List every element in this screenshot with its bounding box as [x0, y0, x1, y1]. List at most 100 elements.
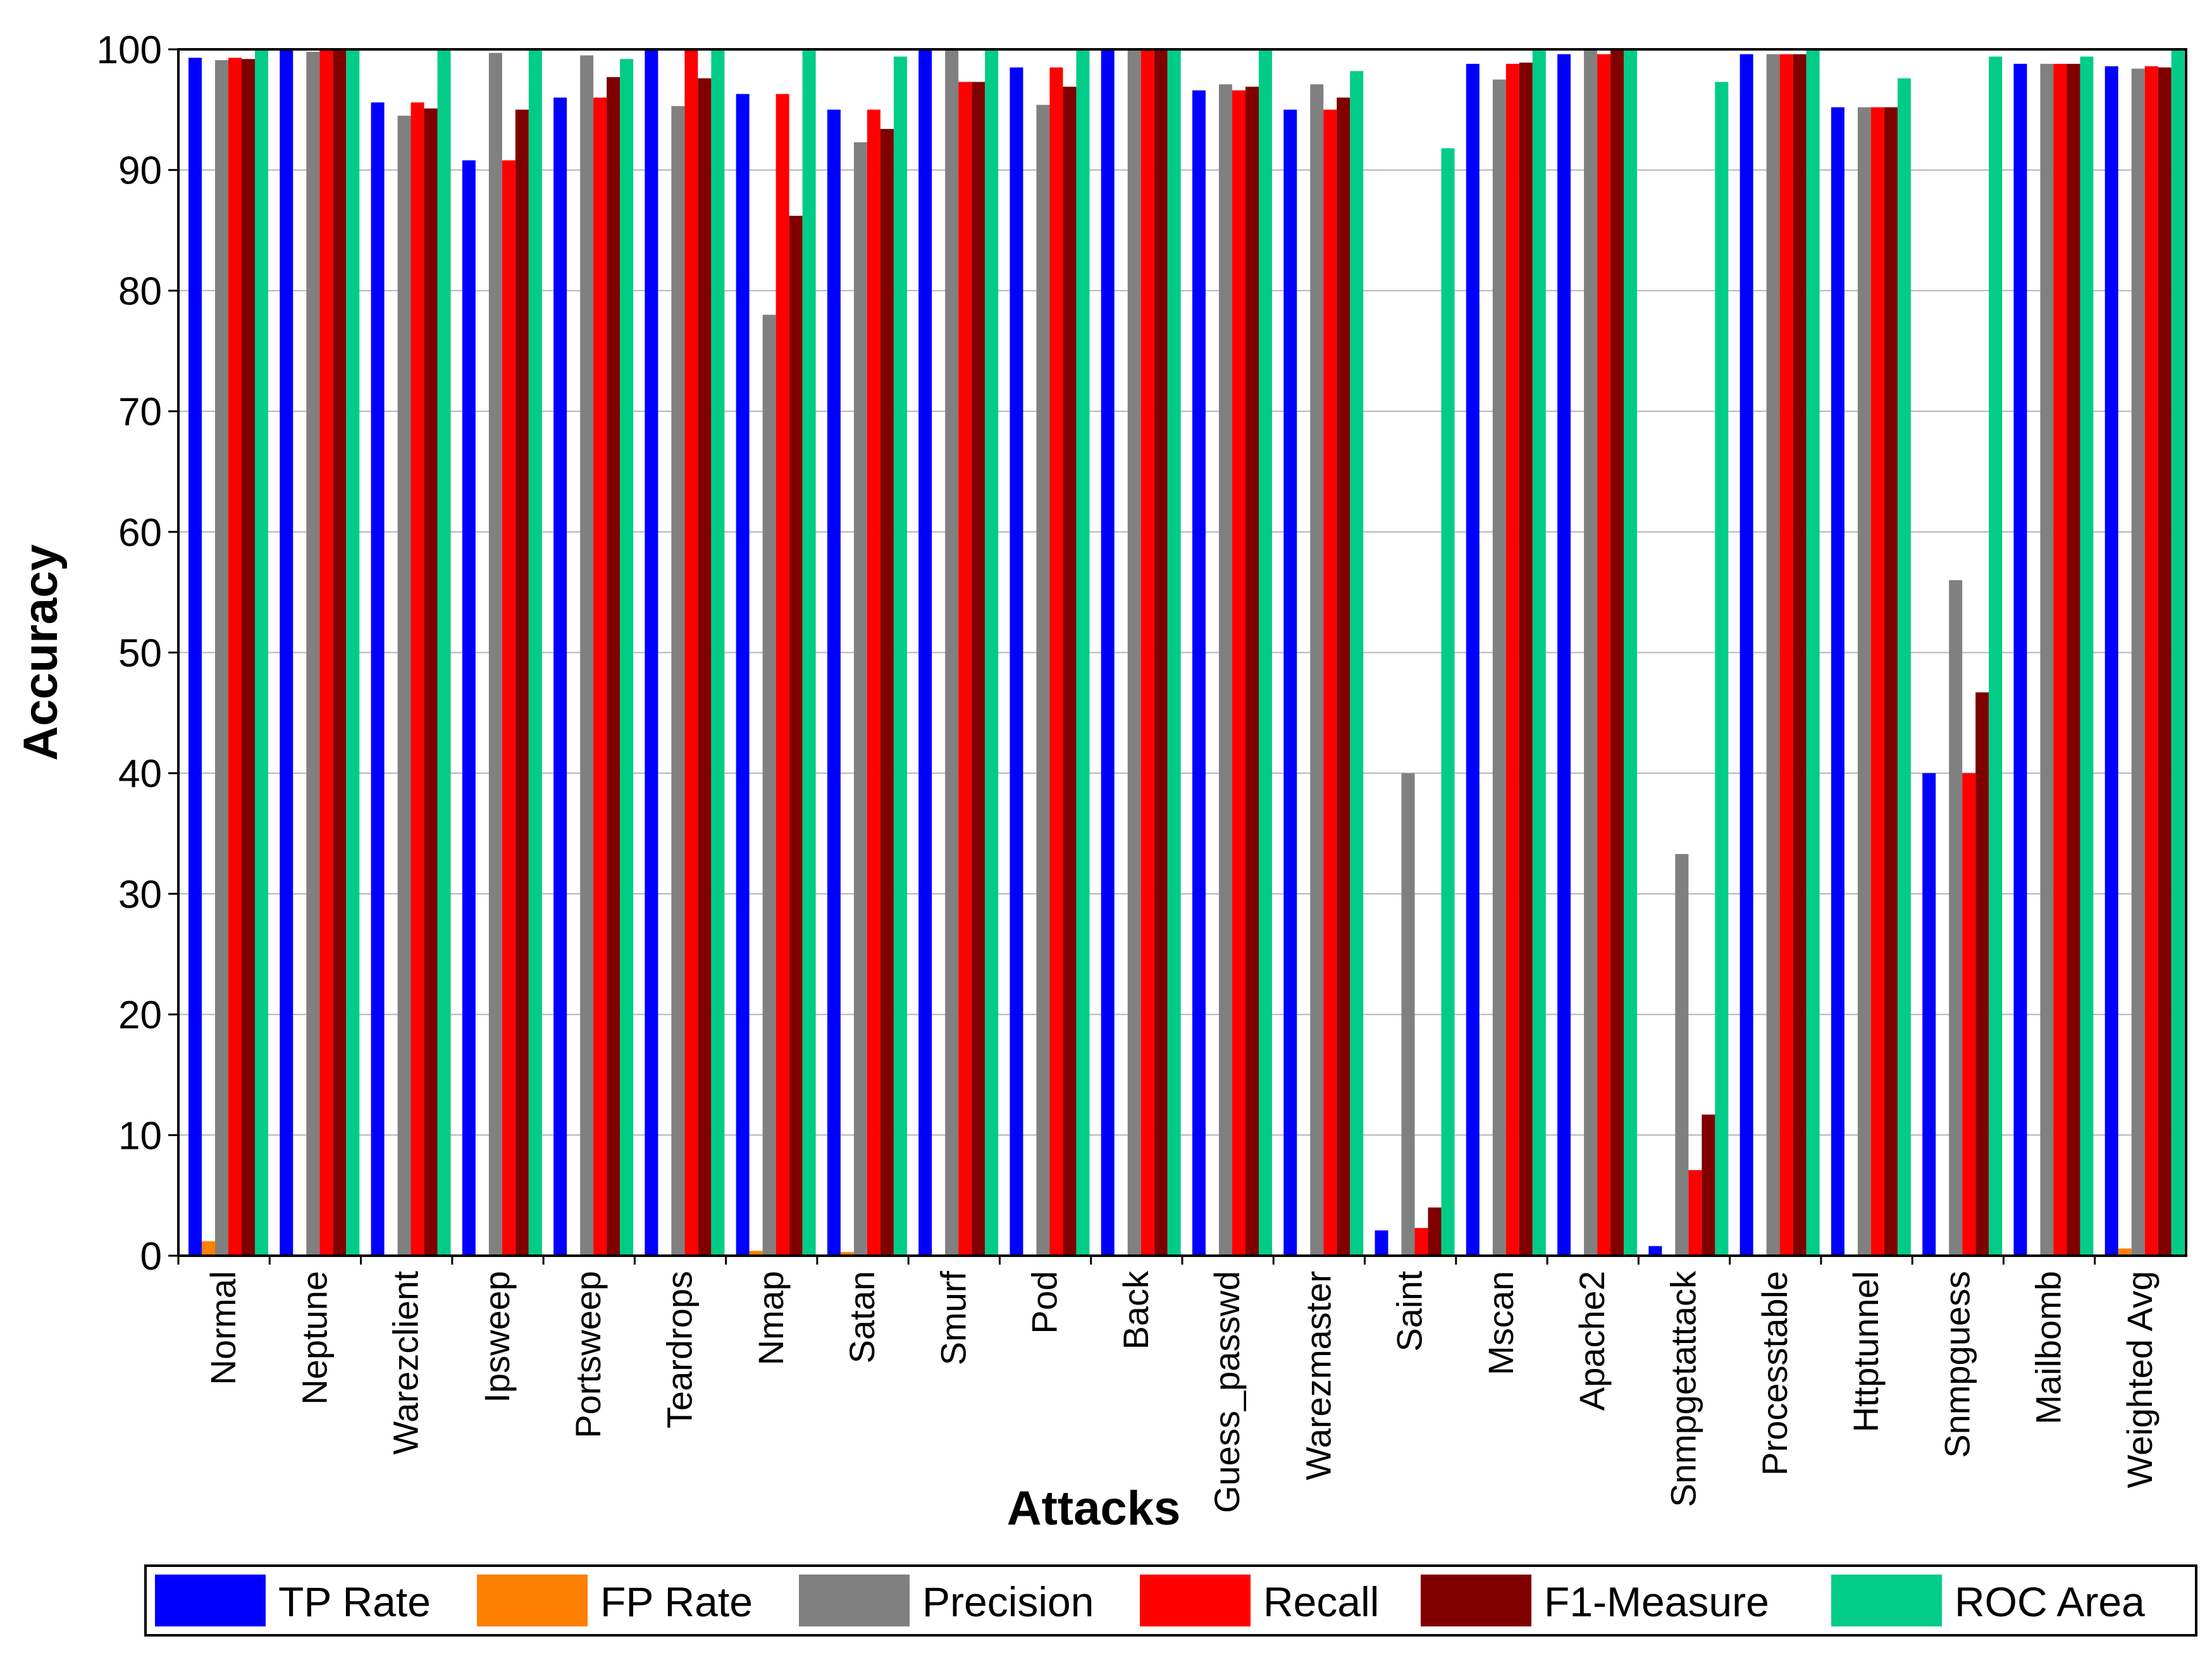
bar — [1127, 49, 1141, 1256]
x-tick-label: Snmpgetattack — [1664, 1270, 1703, 1508]
bar — [333, 50, 347, 1256]
bar — [502, 160, 516, 1256]
bar — [945, 49, 959, 1256]
bar — [1350, 71, 1364, 1256]
bar — [1167, 49, 1181, 1256]
bar — [215, 60, 228, 1256]
bar — [1519, 62, 1533, 1256]
bar — [1414, 1228, 1428, 1256]
x-tick-label: Back — [1116, 1270, 1156, 1349]
bar — [488, 53, 502, 1256]
bar — [202, 1241, 215, 1256]
bar — [306, 51, 320, 1256]
bar — [437, 49, 451, 1256]
bar — [1949, 580, 1963, 1256]
bar — [1192, 90, 1206, 1256]
x-tick-label: Normal — [203, 1271, 243, 1385]
legend-swatch — [799, 1575, 910, 1626]
bar — [2131, 68, 2145, 1256]
bar — [1310, 84, 1324, 1256]
bar — [580, 55, 594, 1256]
x-tick-label: Portsweep — [568, 1271, 608, 1439]
x-tick-label: Mscan — [1481, 1271, 1521, 1375]
bar — [515, 109, 529, 1256]
x-axis-title: Attacks — [1007, 1482, 1181, 1535]
y-tick-label: 70 — [118, 390, 162, 434]
bar — [553, 97, 567, 1256]
x-tick-label: Weighted Avg — [2120, 1271, 2159, 1489]
bar — [1610, 49, 1624, 1256]
x-axis-category-labels: Normal Neptune Warezclient Ipsweep Portsweep… — [177, 1256, 2159, 1513]
bar — [1323, 109, 1337, 1256]
legend-swatch — [1831, 1575, 1942, 1626]
bar — [255, 49, 268, 1256]
bar — [1140, 49, 1154, 1256]
bar — [698, 78, 712, 1256]
legend-swatch — [155, 1575, 266, 1626]
bar — [593, 97, 607, 1256]
x-tick-label: Teardrops — [660, 1271, 700, 1428]
bar — [1063, 87, 1077, 1256]
bar — [1557, 54, 1571, 1256]
y-axis-title: Accuracy — [14, 544, 68, 760]
bar — [1532, 49, 1546, 1256]
legend-label: ROC Area — [1955, 1578, 2145, 1625]
bar — [1441, 148, 1455, 1256]
legend: TP Rate FP Rate Precision Recall F1-Measure R… — [144, 1564, 2197, 1637]
y-tick-label: 60 — [118, 511, 162, 555]
legend-swatch — [1140, 1575, 1251, 1626]
bar — [2080, 56, 2094, 1256]
x-tick-label: Smurf — [933, 1271, 973, 1366]
bar — [1806, 49, 1820, 1256]
bar — [775, 94, 789, 1256]
y-tick-label: 30 — [118, 873, 162, 917]
x-tick-label: Httptunnel — [1846, 1271, 1886, 1432]
bar — [2171, 49, 2185, 1256]
y-axis-ticks: 0 10 20 30 40 50 60 70 80 90 100 — [97, 28, 178, 1278]
bar — [188, 58, 202, 1256]
bar — [346, 49, 360, 1256]
bar — [1101, 49, 1115, 1256]
bar — [280, 49, 293, 1256]
bar — [1897, 78, 1911, 1256]
y-tick-label: 50 — [118, 632, 162, 676]
legend-label: TP Rate — [278, 1578, 431, 1625]
x-tick-label: Apache2 — [1572, 1271, 1612, 1411]
bar — [1259, 49, 1272, 1256]
bar — [1375, 1230, 1388, 1256]
bar — [827, 109, 841, 1256]
bar — [958, 82, 972, 1256]
bar — [607, 77, 621, 1256]
bar — [2118, 1248, 2132, 1256]
bar — [972, 82, 986, 1256]
bar — [2104, 66, 2118, 1256]
bar — [242, 59, 255, 1256]
bar — [1232, 90, 1245, 1256]
x-tick-label: Pod — [1025, 1271, 1065, 1334]
bar — [319, 49, 333, 1256]
bar — [1597, 54, 1611, 1256]
bar — [1675, 853, 1689, 1256]
legend-label: Precision — [922, 1578, 1094, 1625]
bar — [2040, 63, 2054, 1256]
bar — [397, 115, 411, 1256]
bar — [1962, 773, 1976, 1256]
bar — [1766, 54, 1780, 1256]
x-tick-label: Guess_passwd — [1207, 1271, 1247, 1513]
x-tick-label: Processtable — [1755, 1271, 1795, 1476]
bar — [1831, 107, 1844, 1256]
bar — [736, 94, 750, 1256]
bar — [867, 109, 880, 1256]
bar — [840, 1252, 854, 1256]
bar — [1401, 773, 1415, 1256]
bar — [1492, 79, 1506, 1256]
bar — [1922, 773, 1936, 1256]
bar — [1154, 49, 1168, 1256]
bar — [462, 160, 476, 1256]
bar — [371, 102, 385, 1256]
bar — [880, 128, 894, 1256]
bar — [671, 106, 685, 1256]
legend-label: F1-Measure — [1544, 1578, 1769, 1625]
y-tick-label: 100 — [97, 28, 162, 72]
